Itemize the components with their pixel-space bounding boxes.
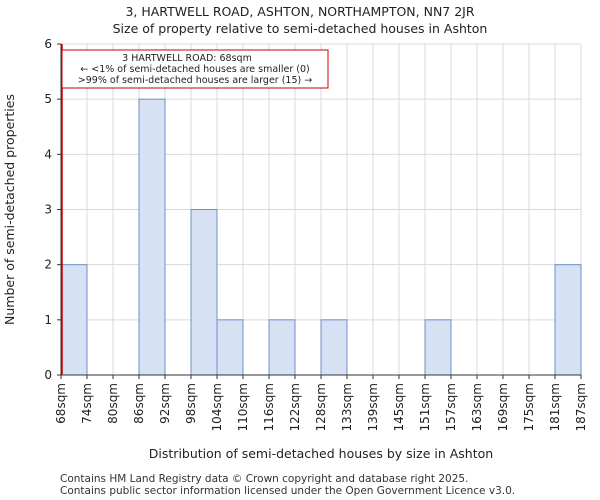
footer-copyright: Contains HM Land Registry data © Crown c… bbox=[60, 473, 469, 485]
bar-181sqm bbox=[554, 264, 582, 376]
y-tick-label: 4 bbox=[44, 147, 52, 161]
x-tick-label: 104sqm bbox=[210, 383, 224, 431]
bar-86sqm bbox=[138, 98, 166, 376]
annotation-line: 3 HARTWELL ROAD: 68sqm bbox=[122, 53, 252, 64]
x-tick-label: 74sqm bbox=[80, 383, 94, 424]
bar-151sqm bbox=[424, 319, 452, 376]
bar-128sqm bbox=[320, 319, 348, 376]
bar-68sqm bbox=[60, 264, 88, 376]
bar-chart: 0 1 2 3 4 5 6 68sqm 74sqm 80sqm 86sqm 92sqm 98sqm 104… bbox=[2, 37, 588, 461]
y-tick-label: 6 bbox=[44, 37, 52, 51]
x-tick-label: 157sqm bbox=[444, 383, 458, 431]
x-tick-label: 145sqm bbox=[392, 383, 406, 431]
x-tick-label: 80sqm bbox=[106, 383, 120, 424]
chart-title: 3, HARTWELL ROAD, ASHTON, NORTHAMPTON, N… bbox=[125, 4, 475, 19]
y-tick-label: 5 bbox=[44, 92, 52, 106]
x-tick-label: 163sqm bbox=[470, 383, 484, 431]
footer-licence: Contains public sector information licen… bbox=[60, 485, 516, 497]
x-axis-label: Distribution of semi-detached houses by … bbox=[149, 446, 493, 461]
x-tick-label: 86sqm bbox=[132, 383, 146, 424]
x-tick-label: 98sqm bbox=[184, 383, 198, 424]
annotation-box bbox=[61, 49, 329, 89]
x-tick-label: 169sqm bbox=[496, 383, 510, 431]
y-tick-label: 1 bbox=[44, 313, 52, 327]
x-tick-label: 116sqm bbox=[262, 383, 276, 431]
x-tick-label: 92sqm bbox=[158, 383, 172, 424]
annotation-line: >99% of semi-detached houses are larger … bbox=[78, 75, 312, 86]
chart-subtitle: Size of property relative to semi-detach… bbox=[112, 21, 488, 36]
y-axis-label: Number of semi-detached properties bbox=[2, 94, 17, 325]
x-tick-label: 151sqm bbox=[418, 383, 432, 431]
y-tick-label: 0 bbox=[44, 368, 52, 382]
bar-104sqm bbox=[216, 319, 244, 376]
annotation-line: ← <1% of semi-detached houses are smalle… bbox=[80, 64, 309, 75]
x-tick-label: 122sqm bbox=[288, 383, 302, 431]
x-tick-label: 128sqm bbox=[314, 383, 328, 431]
x-tick-label: 181sqm bbox=[548, 383, 562, 431]
bar-116sqm bbox=[268, 319, 296, 376]
x-tick-label: 139sqm bbox=[366, 383, 380, 431]
x-tick-label: 68sqm bbox=[54, 383, 68, 424]
x-tick-label: 175sqm bbox=[522, 383, 536, 431]
x-tick-label: 110sqm bbox=[236, 383, 250, 431]
bar-98sqm bbox=[190, 209, 218, 376]
y-tick-label: 2 bbox=[44, 258, 52, 272]
y-tick-label: 3 bbox=[44, 203, 52, 217]
x-tick-label: 133sqm bbox=[340, 383, 354, 431]
x-tick-label: 187sqm bbox=[574, 383, 588, 431]
